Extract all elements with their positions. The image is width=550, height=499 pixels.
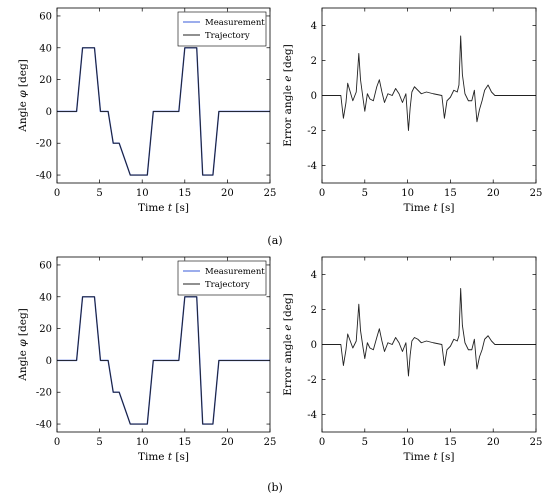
y-tick-label: 20 — [39, 75, 52, 86]
x-tick-label: 25 — [530, 188, 543, 199]
y-tick-label: 60 — [39, 11, 52, 22]
x-axis-label: Time t [s] — [403, 202, 454, 214]
y-tick-label: 4 — [311, 270, 317, 281]
y-tick-label: -40 — [36, 171, 52, 182]
plot-frame — [321, 256, 537, 433]
y-tick-label: 2 — [311, 305, 317, 316]
x-tick-label: 5 — [96, 437, 102, 448]
y-tick-label: -2 — [307, 126, 317, 137]
legend-label: Trajectory — [205, 280, 250, 290]
y-tick-label: 40 — [39, 43, 52, 54]
x-tick-label: 5 — [362, 437, 368, 448]
caption-b: (b) — [267, 481, 283, 494]
y-tick-label: 60 — [39, 260, 52, 271]
series-line-error — [322, 288, 536, 377]
caption-a: (a) — [267, 234, 282, 247]
x-tick-label: 0 — [54, 437, 60, 448]
x-axis-label: Time t [s] — [138, 451, 189, 463]
y-axis-label: Angle φ [deg] — [17, 59, 29, 133]
y-tick-label: 4 — [311, 21, 317, 32]
plot-frame — [321, 7, 537, 184]
x-tick-label: 20 — [221, 188, 234, 199]
y-tick-label: -20 — [36, 139, 52, 150]
y-tick-label: 0 — [311, 91, 317, 102]
y-tick-label: -4 — [307, 410, 317, 421]
legend-box — [177, 260, 267, 296]
x-tick-label: 20 — [221, 437, 234, 448]
x-tick-label: 15 — [178, 188, 191, 199]
y-tick-label: 20 — [39, 324, 52, 335]
series-line-error — [322, 35, 536, 131]
x-tick-label: 0 — [319, 188, 325, 199]
legend-label: Measurement — [205, 18, 265, 28]
legend-label: Measurement — [205, 267, 265, 277]
x-tick-label: 10 — [401, 437, 414, 448]
y-tick-label: 0 — [46, 356, 52, 367]
x-tick-label: 25 — [530, 437, 543, 448]
y-tick-label: -2 — [307, 375, 317, 386]
y-tick-label: -4 — [307, 161, 317, 172]
x-tick-label: 15 — [178, 437, 191, 448]
y-tick-label: 0 — [311, 340, 317, 351]
series-line-trajectory — [57, 296, 270, 425]
plot-frame — [56, 7, 271, 184]
x-tick-label: 0 — [319, 437, 325, 448]
x-axis-label: Time t [s] — [138, 202, 189, 214]
x-tick-label: 5 — [96, 188, 102, 199]
y-tick-label: 2 — [311, 56, 317, 67]
plot-frame — [56, 256, 271, 433]
y-axis-label: Error angle e [deg] — [282, 293, 294, 395]
x-tick-label: 20 — [487, 188, 500, 199]
chart-panel-b-left: 0 5 10 15 20 25 -40 -20 0 20 40 60 Time t [s] Angle φ… — [17, 256, 277, 463]
legend-label: Trajectory — [205, 31, 250, 41]
x-tick-label: 0 — [54, 188, 60, 199]
y-axis-label: Angle φ [deg] — [17, 308, 29, 382]
legend-box — [177, 11, 267, 47]
x-tick-label: 25 — [264, 437, 277, 448]
chart-panel-a-left: 0 5 10 15 20 25 -40 -20 0 20 40 60 Time t [s] Angle φ… — [17, 7, 277, 214]
chart-panel-b-right: 0 5 10 15 20 25 -4 -2 0 2 4 Time t [s] Error angle e… — [282, 256, 543, 463]
y-tick-label: -20 — [36, 388, 52, 399]
x-tick-label: 25 — [264, 188, 277, 199]
x-tick-label: 10 — [136, 437, 149, 448]
x-tick-label: 20 — [487, 437, 500, 448]
x-tick-label: 5 — [362, 188, 368, 199]
y-axis-label: Error angle e [deg] — [282, 44, 294, 146]
chart-panel-a-right: 0 5 10 15 20 25 -4 -2 0 2 4 Time t [s] Error angle e… — [282, 7, 543, 214]
x-tick-label: 10 — [136, 188, 149, 199]
x-tick-label: 15 — [444, 437, 457, 448]
legend: Measurement Trajectory — [177, 260, 267, 296]
x-axis-label: Time t [s] — [403, 451, 454, 463]
series-line-trajectory — [57, 47, 270, 176]
x-tick-label: 10 — [401, 188, 414, 199]
y-tick-label: 40 — [39, 292, 52, 303]
legend: Measurement Trajectory — [177, 11, 267, 47]
y-tick-label: -40 — [36, 420, 52, 431]
y-tick-label: 0 — [46, 107, 52, 118]
x-tick-label: 15 — [444, 188, 457, 199]
